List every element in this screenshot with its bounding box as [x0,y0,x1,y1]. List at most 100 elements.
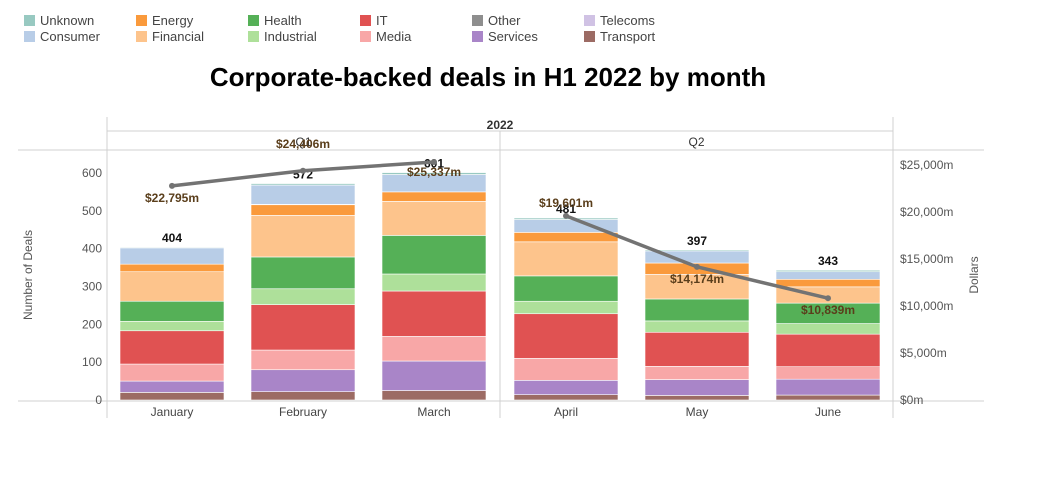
dollars-label-may: $14,174m [670,272,724,286]
legend-item-media: Media [360,29,411,44]
legend-label: Financial [152,29,205,44]
legend-item-it: IT [360,13,388,28]
bar-segment-industrial-may [644,320,750,333]
y-right-tick-label: $25,000m [900,158,953,172]
legend-label: Services [488,29,538,44]
legend-swatch [248,15,259,26]
bar-segment-industrial-june [775,323,881,335]
bar-segment-transport-june [775,394,881,401]
x-tick-label-march: March [417,405,450,419]
y-right-tick-label: $10,000m [900,299,953,313]
dollars-point-april [563,212,569,219]
dollars-point-june [825,295,831,302]
legend-swatch [24,31,35,42]
quarter-header-q2: Q2 [688,135,704,149]
total-label-may: 397 [687,234,707,248]
total-label-january: 404 [162,231,182,245]
legend-label: Health [264,13,302,28]
bar-segment-transport-march [381,390,487,401]
dollars-label-january: $22,795m [145,191,199,205]
y-tick-label: 200 [82,317,102,331]
y-tick-label: 400 [82,242,102,256]
y-tick-label: 100 [82,355,102,369]
legend-item-unknown: Unknown [24,13,94,28]
legend-label: Consumer [40,29,100,44]
bar-segment-media-may [644,366,750,380]
bar-segment-media-march [381,336,487,362]
bar-segment-industrial-february [250,288,356,305]
legend-label: Energy [152,13,194,28]
legend-swatch [472,15,483,26]
bar-segment-services-may [644,379,750,396]
legend-item-other: Other [472,13,521,28]
dollars-point-march [431,159,437,166]
legend-label: Industrial [264,29,317,44]
bar-segment-consumer-january [119,247,225,265]
y-tick-label: 500 [82,204,102,218]
year-header: 2022 [487,118,514,132]
chart-title: Corporate-backed deals in H1 2022 by mon… [209,62,767,92]
bar-segment-health-february [250,256,356,290]
bar-segment-energy-april [513,232,619,243]
bar-segment-health-march [381,235,487,275]
y-right-tick-label: $15,000m [900,252,953,266]
legend-item-transport: Transport [584,29,655,44]
legend-label: Unknown [40,13,95,28]
bar-segment-unknown-february [250,183,356,186]
dollars-point-may [694,263,700,270]
legend-item-industrial: Industrial [248,29,317,44]
dollars-label-june: $10,839m [801,303,855,317]
legend-label: Transport [600,29,656,44]
bar-segment-services-february [250,369,356,392]
bar-segment-financial-april [513,241,619,277]
total-label-june: 343 [818,254,838,268]
legend-swatch [584,31,595,42]
bar-segment-financial-march [381,201,487,236]
x-tick-label-january: January [151,405,194,419]
bar-segment-energy-february [250,204,356,216]
legend-swatch [24,15,35,26]
y-right-tick-label: $5,000m [900,346,947,360]
bar-segment-services-march [381,360,487,391]
legend-label: Telecoms [600,13,655,28]
bar-segment-consumer-february [250,184,356,205]
bar-segment-energy-march [381,191,487,202]
bar-segment-unknown-may [644,249,750,252]
dollars-label-march: $25,337m [407,165,461,179]
bar-segment-financial-january [119,271,225,302]
bar-segment-it-may [644,331,750,367]
legend-swatch [360,15,371,26]
x-tick-label-june: June [815,405,841,419]
legend-item-consumer: Consumer [24,29,100,44]
legend-swatch [136,31,147,42]
legend-item-services: Services [472,29,538,44]
legend-item-energy: Energy [136,13,193,28]
bar-segment-health-may [644,298,750,322]
bar-segment-media-june [775,366,881,380]
x-tick-label-april: April [554,405,578,419]
bar-segment-services-april [513,380,619,396]
bar-segment-unknown-june [775,269,881,273]
legend-label: Other [488,13,521,28]
bar-segment-industrial-march [381,273,487,292]
y-tick-label: 600 [82,166,102,180]
bar-segment-it-march [381,290,487,337]
legend-swatch [248,31,259,42]
y-right-axis-title: Dollars [967,256,981,293]
legend-swatch [136,15,147,26]
bar-segment-transport-january [119,392,225,401]
legend-swatch [584,15,595,26]
bar-segment-health-january [119,300,225,322]
y-right-tick-label: $0m [900,393,923,407]
y-right-tick-label: $20,000m [900,205,953,219]
y-tick-label: 0 [95,393,102,407]
bar-segment-media-january [119,363,225,382]
bar-segment-it-january [119,330,225,365]
dollars-label-february: $24,406m [276,137,330,151]
y-axis-title: Number of Deals [21,230,35,320]
legend-swatch [472,31,483,42]
total-label-april: 481 [556,202,576,216]
legend-swatch [360,31,371,42]
quarter-header-q1: Q1 [295,135,311,149]
x-tick-label-february: February [279,405,327,419]
